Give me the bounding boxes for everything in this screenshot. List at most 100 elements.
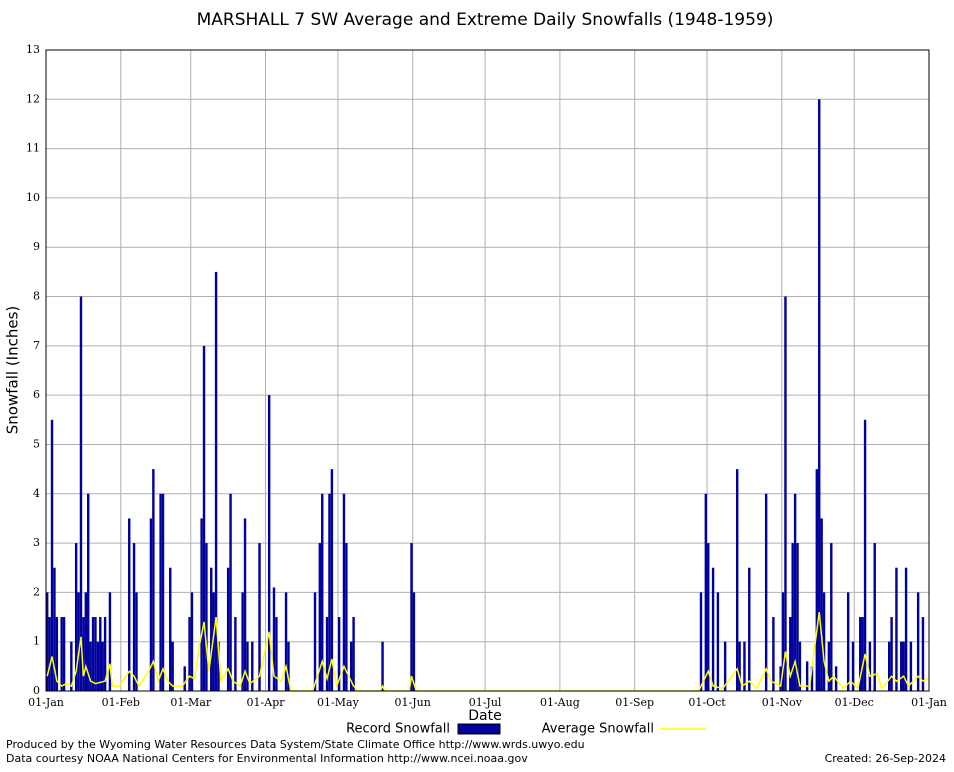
bar [779,666,782,691]
bar [190,592,194,691]
bar [159,493,162,691]
bar [868,641,872,691]
bar [210,567,213,691]
y-tick-label: 8 [33,290,40,303]
x-tick-label: 01-Feb [102,696,140,709]
bar [822,592,826,691]
bar [169,567,172,691]
x-axis-label: Date [468,708,501,724]
bar [410,543,413,691]
bar [183,666,186,691]
footer-produced: Produced by the Wyoming Water Resources … [6,738,585,751]
y-axis-label: Snowfall (Inches) [4,306,22,434]
bar [108,592,112,691]
bar [313,592,317,691]
bar [284,592,288,691]
bar [342,493,346,691]
bar [735,469,739,691]
x-tick-label: 01-Jan [911,696,947,709]
bar [234,617,237,691]
bar [743,641,746,691]
bar [77,592,80,691]
y-tick-label: 0 [33,684,40,697]
bar [318,543,322,691]
bar [349,641,353,691]
x-tick-label: 01-Jun [395,696,431,709]
x-tick-label: 01-Nov [762,696,803,709]
bar [723,641,727,691]
bar [246,641,249,691]
bar [704,493,708,691]
bar [328,493,331,691]
legend-swatch [457,723,501,735]
footer-created: Created: 26-Sep-2024 [825,752,946,765]
plot-frame [45,49,930,692]
bar [381,641,384,691]
y-tick-label: 7 [33,339,40,352]
y-tick-label: 6 [33,388,40,401]
bar [188,617,191,691]
bar [337,617,341,691]
bar [79,296,83,691]
bar [830,543,833,691]
bar [818,99,821,692]
bar [820,518,823,691]
bar [149,518,153,691]
bar [287,641,290,691]
y-tick-label: 10 [26,191,40,204]
bar [60,617,63,691]
bar [793,493,797,691]
bar [900,641,903,691]
bar [781,592,785,691]
bar [851,641,855,691]
bar [50,419,54,691]
bar [103,617,107,691]
bar [99,617,102,691]
bar [214,271,218,691]
bar [796,543,799,691]
chart-title: MARSHALL 7 SW Average and Extreme Daily … [197,10,774,30]
bar [764,493,768,691]
bar [784,296,787,691]
bar [887,641,891,691]
bar [217,641,220,691]
bar [46,592,49,691]
bar [895,567,898,691]
bar [152,469,155,691]
x-tick-label: 01-Aug [540,696,580,709]
bar [62,617,66,691]
legend-label: Record Snowfall [346,722,450,737]
bar [258,543,261,691]
bar [241,592,244,691]
bar [810,666,814,691]
bar [101,641,104,691]
bar [243,518,247,691]
bar [861,617,864,691]
x-tick-label: 01-Dec [835,696,874,709]
bar [48,617,51,691]
bar [161,493,165,691]
bar [791,543,794,691]
bar [904,567,908,691]
bar [827,641,831,691]
bar [707,543,710,691]
x-tick-label: 01-Sep [615,696,654,709]
bar [200,518,203,691]
bar [82,617,85,691]
bar [330,469,334,691]
x-tick-label: 01-Oct [688,696,726,709]
bar [275,617,278,691]
bar [863,419,867,691]
bar [251,641,254,691]
bar [321,493,324,691]
y-tick-label: 2 [33,585,40,598]
bar [748,567,751,691]
bar [226,567,230,691]
bar [96,641,100,691]
x-tick-label: 01-Mar [170,696,212,709]
bar [352,617,355,691]
y-tick-label: 3 [33,536,40,549]
bar [909,641,913,691]
bar [716,592,720,691]
